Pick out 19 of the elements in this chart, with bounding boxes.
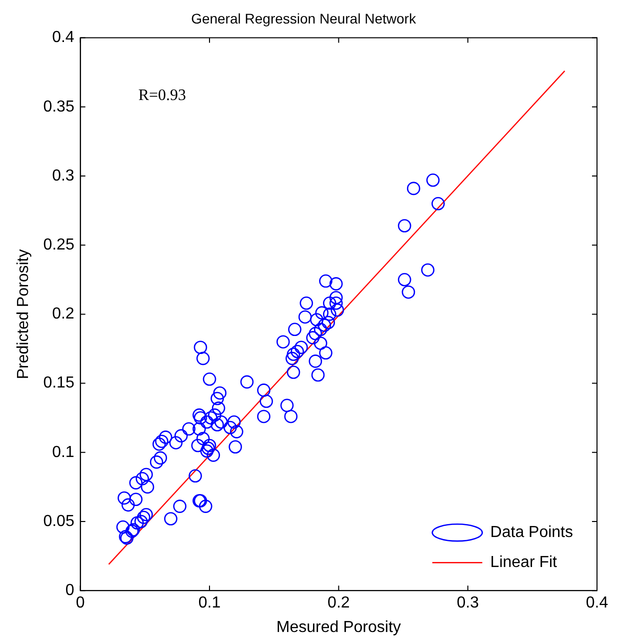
annotation: R=0.93 (138, 87, 186, 104)
y-tick-label: 0 (65, 582, 74, 600)
x-axis-title: Mesured Porosity (276, 618, 401, 636)
legend-label: Data Points (490, 524, 574, 542)
y-tick-label: 0.1 (52, 444, 74, 461)
y-tick-label: 0.3 (52, 167, 74, 184)
y-tick-label: 0.4 (52, 29, 74, 46)
y-axis-title: Predicted Porosity (15, 249, 32, 380)
x-tick-label: 0.1 (198, 594, 221, 612)
chart-title: General Regression Neural Network (191, 10, 417, 26)
x-tick-label: 0.4 (586, 594, 608, 612)
x-tick-label: 0.3 (456, 594, 480, 612)
y-tick-label: 0.35 (43, 98, 74, 116)
legend-label: Linear Fit (490, 554, 558, 572)
y-tick-label: 0.25 (43, 236, 74, 254)
y-tick-label: 0.05 (43, 512, 74, 530)
y-tick-label: 0.15 (43, 374, 74, 392)
x-tick-label: 0.2 (328, 594, 350, 612)
y-tick-label: 0.2 (52, 306, 74, 323)
